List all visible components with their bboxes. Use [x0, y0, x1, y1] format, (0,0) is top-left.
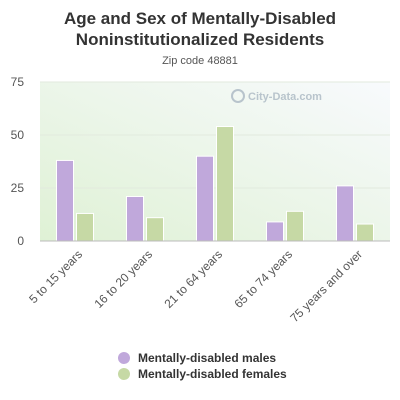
- legend-item-females: Mentally-disabled females: [118, 366, 287, 382]
- legend-label-males: Mentally-disabled males: [138, 351, 277, 365]
- y-tick-label: 0: [17, 234, 24, 248]
- x-tick-label: 5 to 15 years: [26, 247, 85, 306]
- legend-swatch-females: [118, 368, 130, 380]
- chart-title: Age and Sex of Mentally-Disabled Noninst…: [63, 9, 337, 49]
- y-tick-label: 75: [11, 75, 25, 89]
- legend-label-females: Mentally-disabled females: [138, 367, 287, 381]
- bar: [336, 185, 354, 242]
- chart-subtitle: Zip code 48881: [162, 55, 238, 67]
- x-tick-label: 75 years and over: [287, 247, 365, 325]
- bar: [216, 126, 234, 242]
- x-tick-label: 65 to 74 years: [231, 247, 295, 311]
- bar: [76, 212, 94, 242]
- bar: [266, 221, 284, 242]
- legend-item-males: Mentally-disabled males: [118, 350, 287, 366]
- bar: [356, 223, 374, 242]
- y-tick-label: 25: [11, 181, 25, 195]
- bar: [196, 155, 214, 242]
- bar: [286, 210, 304, 242]
- bar: [126, 195, 144, 242]
- legend-swatch-males: [118, 352, 130, 364]
- x-tick-label: 16 to 20 years: [91, 247, 155, 311]
- watermark: City-Data.com: [231, 89, 322, 103]
- plot-background: [40, 82, 390, 241]
- x-tick-label: 21 to 64 years: [161, 247, 225, 311]
- y-tick-label: 50: [11, 128, 25, 142]
- watermark-text: City-Data.com: [248, 91, 322, 103]
- bar: [146, 217, 164, 242]
- watermark-icon: [231, 89, 245, 103]
- bar: [56, 159, 74, 242]
- legend: Mentally-disabled males Mentally-disable…: [118, 350, 287, 382]
